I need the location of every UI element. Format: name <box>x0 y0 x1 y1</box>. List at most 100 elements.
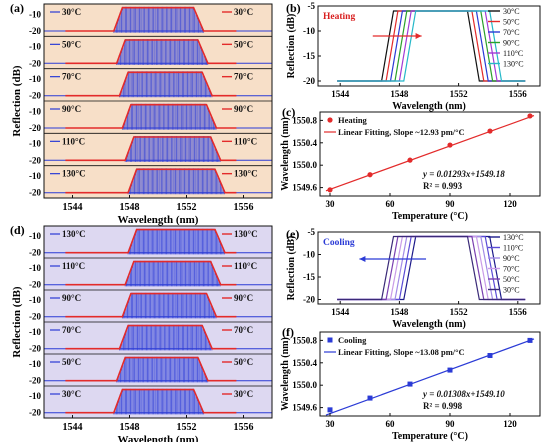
chart-title: Heating <box>323 12 355 22</box>
fit-r2: R² = 0.998 <box>423 401 463 411</box>
spectrum-90c: 90°C 90°C -10 -20 <box>29 100 272 133</box>
y-tick-label: -10 <box>29 42 41 52</box>
x-tick-label: 120 <box>503 419 517 429</box>
temp-label-right: 90°C <box>234 104 253 114</box>
spectrum-envelope <box>65 292 237 318</box>
y-tick-label: -10 <box>29 139 41 149</box>
y-tick-label: -20 <box>29 26 41 36</box>
data-point <box>447 367 453 373</box>
panel-label: (b) <box>286 1 301 15</box>
spectrum-comb <box>124 136 221 162</box>
y-tick-label: 1550.0 <box>292 380 317 390</box>
legend-label: 30°C <box>503 7 520 16</box>
temp-label-right: 90°C <box>234 293 253 303</box>
legend-label: 90°C <box>503 39 520 48</box>
temp-label-right: 130°C <box>234 169 258 179</box>
panel-label: (c) <box>282 105 295 119</box>
legend-label: 110°C <box>503 49 523 58</box>
plot-frame <box>319 111 541 197</box>
y-tick-label: -20 <box>29 91 41 101</box>
y-tick-label: 1550.4 <box>292 358 317 368</box>
legend-label: 50°C <box>503 18 520 27</box>
x-tick-label: 1548 <box>120 422 140 433</box>
spectrum-130c: 130°C 130°C -10 -20 <box>29 228 272 258</box>
panel-label: (e) <box>286 227 299 241</box>
legend-label: 70°C <box>503 28 520 37</box>
temp-label-right: 30°C <box>234 7 253 17</box>
panel-e: 1544 1548 1552 1556 -5 -10 -15 -20 Wavelength (n… <box>286 227 541 330</box>
data-point <box>527 113 533 119</box>
panel-label: (a) <box>10 1 24 15</box>
temp-label-left: 70°C <box>62 325 81 335</box>
x-axis-label: Wavelength (nm) <box>392 101 466 112</box>
temp-label-left: 50°C <box>62 39 81 49</box>
x-tick-label: 1556 <box>509 89 528 99</box>
panel-f: 30 60 90 120 1549.6 1550.0 1550.4 1550.8 Tempera… <box>280 325 541 442</box>
data-point <box>487 128 493 134</box>
plot-frame <box>43 3 273 199</box>
x-tick-label: 1556 <box>234 422 254 433</box>
spectrum-envelope <box>65 103 237 129</box>
x-tick-label: 1544 <box>63 422 83 433</box>
y-tick-label: -20 <box>29 155 41 165</box>
y-tick-label: -20 <box>303 76 315 86</box>
y-tick-label: -20 <box>29 312 41 322</box>
x-tick-label: 1548 <box>390 307 409 317</box>
y-tick-label: 1549.6 <box>292 403 317 413</box>
fit-equation: y = 0.01308x+1549.10 <box>422 389 505 399</box>
series-line-130c <box>337 10 526 82</box>
x-tick-label: 90 <box>446 199 456 209</box>
spectrum-envelope <box>65 356 237 382</box>
legend-label: Heating <box>338 115 368 125</box>
x-axis-label: Wavelength (nm) <box>118 214 199 226</box>
spectrum-envelope <box>65 260 237 286</box>
x-tick-label: 30 <box>326 419 336 429</box>
y-tick-label: -20 <box>29 408 41 418</box>
temp-label-right: 110°C <box>234 261 257 271</box>
spectrum-envelope <box>65 6 237 32</box>
legend-label: 90°C <box>503 254 520 263</box>
temp-label-right: 70°C <box>234 325 253 335</box>
spectrum-30c: 30°C 30°C -10 -20 <box>29 6 272 36</box>
x-axis-label: Wavelength (nm) <box>392 319 466 330</box>
spectrum-comb <box>124 260 221 287</box>
temp-label-left: 130°C <box>62 229 86 239</box>
y-tick-label: -10 <box>29 231 41 241</box>
spectrum-70c: 70°C 70°C -10 -20 <box>29 321 272 354</box>
temp-label-left: 110°C <box>62 261 85 271</box>
plot-area <box>318 232 540 304</box>
spectrum-envelope <box>65 168 237 194</box>
y-tick-label: -15 <box>303 272 315 282</box>
x-tick-label: 1556 <box>234 202 254 213</box>
shift-arrow-head <box>415 33 422 39</box>
y-tick-label: -10 <box>303 250 315 260</box>
data-point <box>487 353 493 359</box>
spectrum-comb <box>119 324 213 351</box>
y-tick-label: -20 <box>29 58 41 68</box>
y-axis-label: Reflection (dB) <box>286 14 297 79</box>
spectrum-comb <box>119 71 213 98</box>
y-tick-label: -20 <box>29 280 41 290</box>
temp-label-right: 70°C <box>234 72 253 82</box>
temp-label-right: 50°C <box>234 39 253 49</box>
data-point <box>407 157 413 163</box>
data-point <box>407 381 413 387</box>
x-tick-label: 1548 <box>120 202 140 213</box>
legend-label: Linear Fitting, Slope ~13.08 pm/°C <box>338 347 465 357</box>
y-tick-label: -20 <box>29 248 41 258</box>
series-line-30c <box>337 235 526 301</box>
y-tick-label: -10 <box>29 327 41 337</box>
y-axis-label: Wavelength (nm) <box>280 337 291 411</box>
y-tick-label: -5 <box>308 1 316 11</box>
spectrum-envelope <box>65 388 237 414</box>
spectrum-90c: 90°C 90°C -10 -20 <box>29 289 272 322</box>
y-tick-label: 1550.4 <box>292 138 317 148</box>
chart-title: Cooling <box>323 238 355 248</box>
x-tick-label: 1552 <box>450 89 469 99</box>
y-tick-label: -10 <box>29 359 41 369</box>
spectrum-envelope <box>65 39 237 65</box>
temp-label-right: 110°C <box>234 136 257 146</box>
y-tick-label: -10 <box>303 26 315 36</box>
spectrum-110c: 110°C 110°C -10 -20 <box>29 132 272 165</box>
